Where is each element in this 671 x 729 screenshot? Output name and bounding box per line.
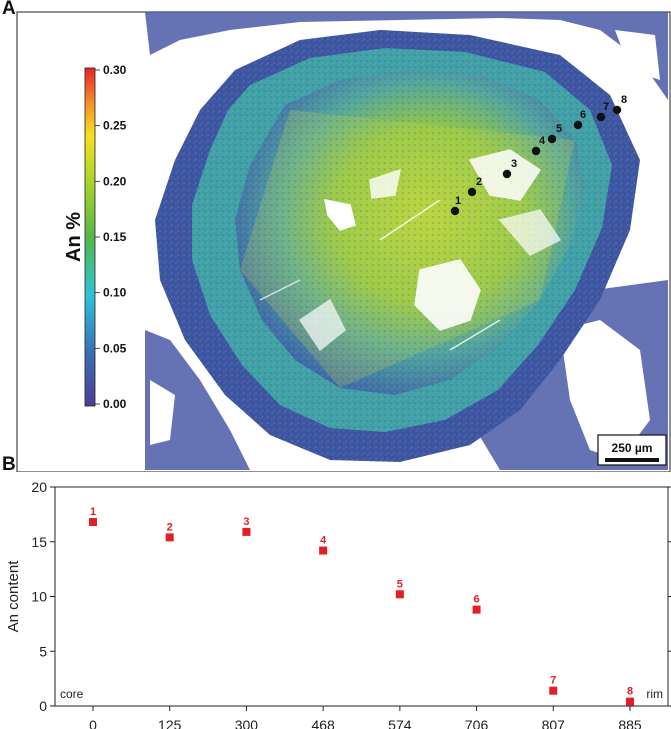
data-point-label: 7 — [550, 675, 556, 687]
transect-point — [531, 146, 541, 156]
panel-a-label: A — [2, 0, 16, 19]
x-tick-label: 468 — [311, 717, 335, 729]
data-point — [242, 527, 251, 536]
data-point — [472, 605, 481, 614]
data-point-label: 6 — [474, 594, 480, 606]
colorbar-ticks: 0.30 0.25 0.20 0.15 0.10 0.05 0.00 — [95, 63, 127, 411]
transect-point-label: 3 — [511, 158, 517, 170]
x-tick-label: 574 — [388, 717, 412, 729]
an-content-chart: 051015200125300468574706807885Distance f… — [5, 479, 671, 729]
transect-point-label: 6 — [580, 109, 586, 121]
x-tick-label: 0 — [89, 717, 97, 729]
data-point-label: 2 — [167, 521, 173, 533]
colorbar-title: An % — [63, 212, 85, 262]
data-point — [89, 518, 97, 527]
data-point-label: 5 — [397, 578, 403, 590]
data-point-label: 3 — [243, 516, 249, 528]
colorbar-tick-label: 0.30 — [103, 63, 127, 77]
x-tick-label: 807 — [542, 717, 566, 729]
core-label: core — [60, 687, 84, 701]
colorbar-tick-label: 0.10 — [103, 286, 127, 300]
y-tick-label: 5 — [39, 643, 47, 659]
transect-points: 1 2 3 45 6 78 — [450, 94, 627, 216]
data-point-label: 8 — [627, 686, 633, 698]
y-tick-label: 20 — [31, 479, 47, 495]
transect-point-label: 4 — [539, 135, 546, 147]
y-tick-label: 10 — [31, 589, 47, 605]
transect-point-label: 5 — [556, 123, 562, 135]
x-tick-label: 706 — [465, 717, 489, 729]
colorbar-tick-label: 0.05 — [103, 341, 127, 355]
data-point — [165, 533, 174, 542]
colorbar-tick-label: 0.20 — [103, 174, 127, 188]
data-point — [626, 697, 634, 706]
data-point — [549, 686, 558, 695]
transect-point-label: 1 — [455, 195, 461, 207]
x-tick-label: 885 — [618, 717, 642, 729]
colorbar-tick-label: 0.00 — [103, 397, 127, 411]
colorbar — [84, 67, 96, 407]
transect-point — [596, 112, 606, 122]
data-point — [395, 590, 404, 599]
transect-point — [573, 120, 583, 130]
plot-frame — [54, 486, 669, 707]
data-point-label: 1 — [90, 506, 96, 518]
transect-point-label: 8 — [621, 94, 627, 106]
transect-point — [450, 206, 460, 216]
y-axis-label: An content — [5, 560, 22, 633]
rim-label: rim — [646, 687, 663, 701]
transect-point — [502, 169, 512, 179]
y-tick-label: 15 — [31, 534, 47, 550]
panel-b-label: B — [2, 454, 16, 475]
data-point-label: 4 — [320, 535, 327, 547]
colorbar-tick-label: 0.15 — [103, 230, 127, 244]
x-tick-label: 300 — [235, 717, 259, 729]
transect-point — [547, 134, 557, 144]
y-tick-label: 0 — [39, 698, 47, 714]
transect-point-label: 7 — [603, 101, 609, 113]
scale-bar-label: 250 µm — [612, 441, 653, 455]
transect-point — [612, 105, 622, 115]
transect-point — [467, 187, 477, 197]
an-map-panel: 0.30 0.25 0.20 0.15 0.10 0.05 0.00 An % 1 2 3 45 6… — [16, 11, 671, 472]
colorbar-tick-label: 0.25 — [103, 119, 127, 133]
transect-point-label: 2 — [476, 176, 482, 188]
x-tick-label: 125 — [158, 717, 182, 729]
scale-bar: 250 µm — [597, 434, 667, 466]
data-point — [319, 546, 328, 555]
